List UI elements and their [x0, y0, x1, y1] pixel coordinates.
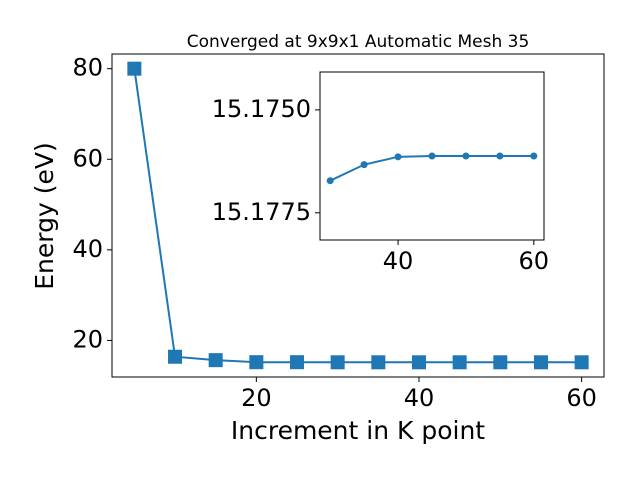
marker — [127, 61, 142, 76]
y-tick-label: 20 — [72, 325, 103, 353]
marker — [360, 161, 368, 169]
marker — [574, 355, 589, 370]
marker — [452, 355, 467, 370]
marker — [208, 353, 223, 368]
y-axis-label: Energy (eV) — [30, 142, 59, 289]
marker — [330, 355, 345, 370]
marker — [462, 152, 470, 160]
x-tick-label: 60 — [519, 247, 550, 275]
marker — [168, 349, 183, 364]
marker — [533, 355, 548, 370]
x-tick-label: 40 — [404, 384, 435, 412]
marker — [530, 152, 538, 160]
marker — [411, 355, 426, 370]
marker — [249, 355, 264, 370]
x-tick-label: 20 — [241, 384, 272, 412]
y-tick-label: 40 — [72, 235, 103, 263]
marker — [371, 355, 386, 370]
y-tick-label: 60 — [72, 144, 103, 172]
x-tick-label: 60 — [566, 384, 597, 412]
marker — [394, 153, 402, 161]
marker — [493, 355, 508, 370]
x-tick-label: 40 — [383, 247, 414, 275]
marker — [428, 152, 436, 160]
marker — [326, 177, 334, 185]
y-tick-label: 15.1750 — [212, 95, 311, 123]
marker — [290, 355, 305, 370]
marker — [496, 152, 504, 160]
x-axis-label: Increment in K point — [231, 416, 485, 445]
y-tick-label: 80 — [72, 54, 103, 82]
y-tick-label: 15.1775 — [212, 198, 311, 226]
chart-title: Converged at 9x9x1 Automatic Mesh 35 — [187, 32, 530, 52]
